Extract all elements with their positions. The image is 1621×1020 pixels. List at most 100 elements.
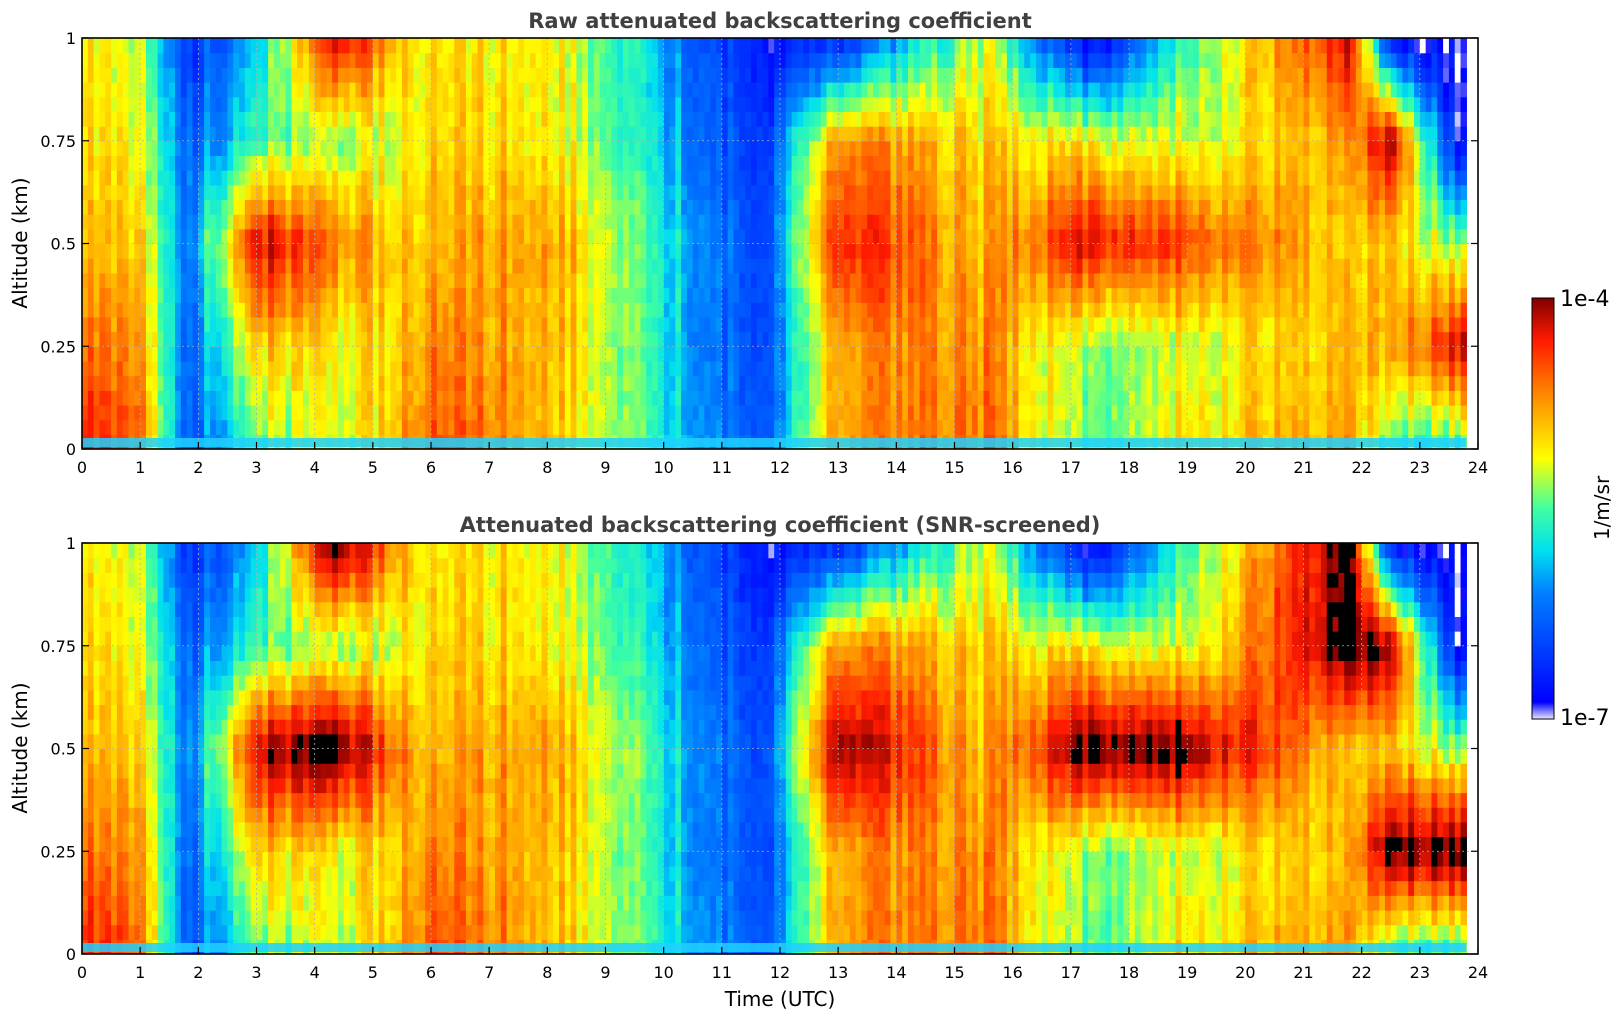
heatmap-cell: [1012, 96, 1020, 112]
heatmap-cell: [873, 38, 880, 54]
heatmap-cell: [314, 111, 322, 127]
heatmap-cell: [454, 199, 461, 215]
heatmap-cell: [355, 331, 362, 347]
heatmap-cell: [500, 82, 508, 98]
heatmap-cell: [966, 126, 973, 142]
heatmap-cell: [367, 184, 374, 201]
heatmap-cell: [308, 390, 316, 406]
heatmap-cell: [977, 316, 985, 333]
heatmap-cell: [477, 126, 484, 142]
heatmap-cell: [652, 272, 659, 289]
heatmap-cell: [128, 243, 135, 259]
heatmap-cell: [605, 184, 612, 201]
heatmap-cell: [361, 360, 368, 377]
heatmap-cell: [558, 228, 566, 245]
heatmap-cell: [878, 199, 886, 215]
heatmap-cell: [262, 170, 269, 186]
heatmap-cell: [570, 82, 578, 98]
heatmap-cell: [669, 287, 676, 303]
heatmap-cell: [954, 170, 961, 186]
heatmap-cell: [1030, 199, 1037, 215]
heatmap-cell: [390, 243, 397, 259]
heatmap-cell: [367, 214, 374, 230]
heatmap-cell: [198, 243, 205, 259]
heatmap-cell: [349, 199, 356, 215]
heatmap-cell: [163, 184, 170, 201]
heatmap-cell: [244, 199, 252, 215]
heatmap-cell: [652, 243, 659, 259]
heatmap-cell: [145, 155, 153, 171]
heatmap-cell: [506, 184, 514, 201]
heatmap-cell: [931, 214, 938, 230]
heatmap-cell: [157, 111, 165, 127]
heatmap-cell: [902, 404, 909, 421]
heatmap-cell: [873, 184, 880, 201]
heatmap-cell: [576, 228, 583, 245]
heatmap-cell: [966, 316, 973, 333]
heatmap-cell: [314, 67, 322, 83]
heatmap-cell: [1099, 140, 1107, 157]
heatmap-cell: [983, 287, 990, 303]
heatmap-cell: [314, 228, 322, 245]
heatmap-cell: [1099, 184, 1107, 201]
heatmap-cell: [285, 228, 292, 245]
heatmap-cell: [396, 228, 403, 245]
heatmap-cell: [710, 419, 717, 435]
heatmap-cell: [332, 360, 339, 377]
heatmap-cell: [1065, 243, 1072, 259]
heatmap-cell: [820, 302, 828, 318]
heatmap-cell: [1088, 214, 1095, 230]
heatmap-cell: [954, 346, 961, 362]
heatmap-cell: [977, 419, 985, 435]
heatmap-cell: [332, 82, 339, 98]
heatmap-cell: [617, 316, 624, 333]
heatmap-cell: [87, 419, 95, 435]
heatmap-cell: [750, 67, 758, 83]
heatmap-cell: [809, 52, 816, 68]
heatmap-cell: [512, 258, 519, 274]
heatmap-cell: [663, 111, 671, 127]
heatmap-cell: [762, 346, 769, 362]
heatmap-cell: [239, 375, 246, 391]
heatmap-cell: [186, 243, 194, 259]
heatmap-cell: [1030, 331, 1037, 347]
heatmap-cell: [803, 111, 810, 127]
heatmap-cell: [297, 360, 304, 377]
heatmap-cell: [198, 38, 205, 54]
heatmap-cell: [1041, 272, 1049, 289]
heatmap-cell: [768, 82, 775, 98]
heatmap-cell: [768, 419, 775, 435]
heatmap-cell: [1076, 360, 1084, 377]
heatmap-cell: [960, 184, 967, 201]
heatmap-cell: [814, 38, 822, 54]
heatmap-cell: [494, 375, 502, 391]
heatmap-cell: [1053, 111, 1060, 127]
heatmap-cell: [1111, 67, 1118, 83]
heatmap-cell: [198, 346, 205, 362]
heatmap-cell: [204, 272, 211, 289]
heatmap-cell: [721, 67, 729, 83]
heatmap-cell: [803, 52, 810, 68]
heatmap-cell: [221, 214, 229, 230]
heatmap-cell: [204, 111, 211, 127]
heatmap-cell: [704, 140, 711, 157]
heatmap-cell: [861, 390, 868, 406]
heatmap-cell: [907, 316, 915, 333]
heatmap-cell: [535, 331, 543, 347]
heatmap-cell: [285, 375, 292, 391]
heatmap-cell: [268, 228, 275, 245]
heatmap-cell: [198, 302, 205, 318]
heatmap-cell: [506, 199, 514, 215]
heatmap-cell: [710, 287, 717, 303]
heatmap-cell: [378, 199, 386, 215]
heatmap-cell: [471, 184, 479, 201]
heatmap-cell: [221, 258, 229, 274]
heatmap-cell: [942, 287, 950, 303]
heatmap-cell: [1082, 155, 1089, 171]
heatmap-cell: [93, 375, 101, 391]
heatmap-cell: [116, 126, 124, 142]
heatmap-cell: [791, 360, 799, 377]
heatmap-cell: [925, 82, 932, 98]
heatmap-cell: [1053, 331, 1060, 347]
heatmap-cell: [588, 390, 595, 406]
